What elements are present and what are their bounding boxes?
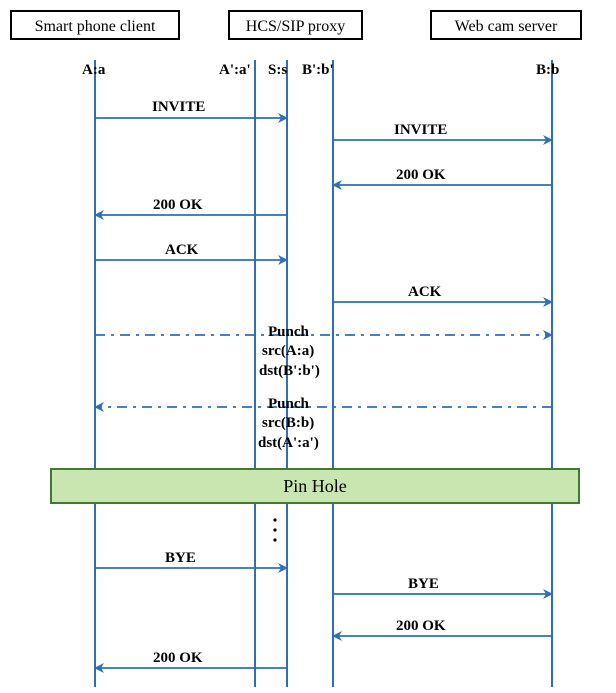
msg-label-punch1c: dst(B':b') (259, 363, 320, 380)
msg-label-bye2: BYE (408, 576, 439, 593)
lifeline-label-B: B:b (536, 62, 559, 79)
pinhole-box: Pin Hole (50, 468, 580, 504)
msg-label-invite2: INVITE (394, 122, 447, 139)
msg-label-punch1a: Punch (268, 324, 309, 341)
lifeline-label-Ap: A':a' (219, 62, 251, 79)
lifeline-label-S: S:s (268, 62, 287, 79)
msg-label-punch2a: Punch (268, 396, 309, 413)
msg-label-ok3: 200 OK (153, 650, 203, 667)
msg-label-ack1: ACK (165, 242, 198, 259)
msg-label-ok1: 200 OK (153, 197, 203, 214)
sequence-diagram: Smart phone client HCS/SIP proxy Web cam s… (0, 0, 616, 693)
msg-label-punch2b: src(B:b) (262, 415, 314, 432)
msg-label-invite1: INVITE (152, 99, 205, 116)
msg-label-bye1: BYE (165, 550, 196, 567)
msg-label-punch2c: dst(A':a') (258, 435, 319, 452)
ellipsis-dot (273, 518, 276, 521)
msg-label-ack2: ACK (408, 284, 441, 301)
participant-box-proxy: HCS/SIP proxy (228, 10, 363, 40)
lifeline-label-Bp: B':b' (302, 62, 334, 79)
ellipsis-dot (273, 528, 276, 531)
ellipsis-dot (273, 538, 276, 541)
lifeline-label-A: A:a (82, 62, 105, 79)
msg-label-punch1b: src(A:a) (262, 343, 314, 360)
msg-label-ok4: 200 OK (396, 618, 446, 635)
participant-box-server: Web cam server (430, 10, 582, 40)
participant-box-client: Smart phone client (10, 10, 180, 40)
msg-label-ok2: 200 OK (396, 167, 446, 184)
